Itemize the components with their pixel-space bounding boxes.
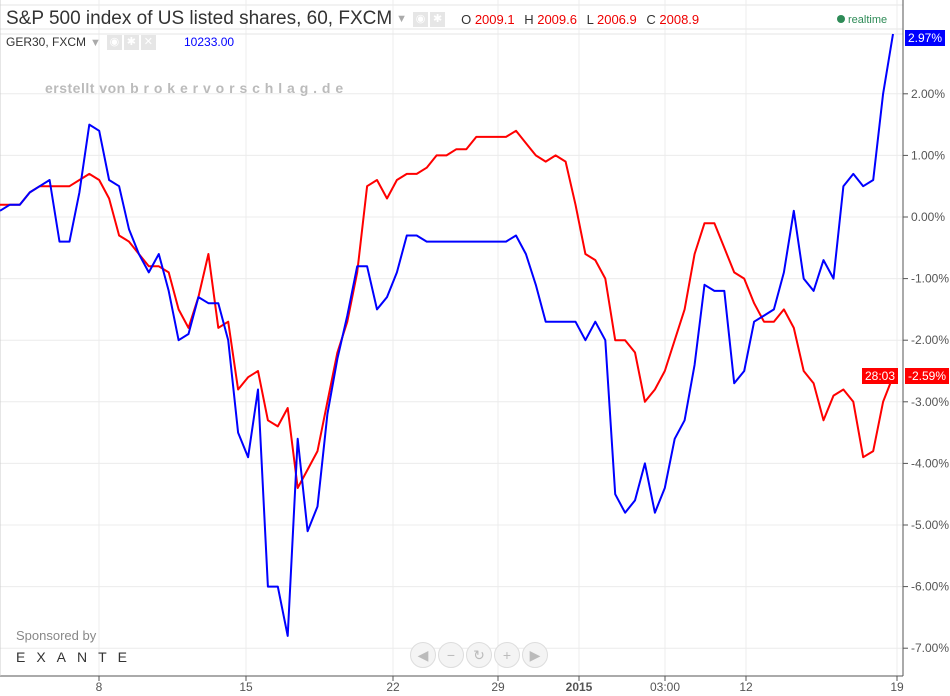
y-tick-label: 2.00% bbox=[911, 87, 945, 101]
x-tick-label: 15 bbox=[239, 680, 253, 694]
realtime-label: realtime bbox=[848, 14, 888, 26]
y-tick-label: 0.00% bbox=[911, 210, 945, 224]
reset-button[interactable]: ↻ bbox=[466, 642, 492, 668]
y-tick-label: -1.00% bbox=[911, 272, 949, 286]
compare-value: 10233.00 bbox=[184, 35, 235, 49]
x-tick-label: 19 bbox=[890, 680, 904, 694]
ohlc-key: O bbox=[461, 11, 472, 27]
sp500-price-label: -2.59% bbox=[905, 368, 950, 384]
sponsor-logo[interactable]: EXANTE bbox=[16, 649, 139, 665]
zoom-in-button[interactable]: + bbox=[494, 642, 520, 668]
y-tick-label: -2.00% bbox=[911, 333, 949, 347]
chevron-down-icon[interactable]: ▼ bbox=[90, 37, 101, 49]
scroll-right-button[interactable]: ▶ bbox=[522, 642, 548, 668]
x-tick-label: 8 bbox=[96, 680, 103, 694]
y-tick-label: -5.00% bbox=[911, 518, 949, 532]
close-icon[interactable]: ✕ bbox=[140, 35, 156, 51]
x-tick-label: 12 bbox=[739, 680, 753, 694]
main-symbol[interactable]: S&P 500 index of US listed shares, 60, F… bbox=[6, 8, 447, 30]
header-row: S&P 500 index of US listed shares, 60, F… bbox=[6, 8, 705, 30]
x-tick-label: 29 bbox=[491, 680, 505, 694]
bar-countdown-label: 28:03 bbox=[862, 368, 899, 384]
sponsor-label: Sponsored by bbox=[16, 628, 97, 643]
sp500-line bbox=[0, 129, 894, 489]
status-dot-icon bbox=[837, 15, 845, 23]
x-tick-label: 03:00 bbox=[650, 680, 680, 694]
ger30-price-label: 2.97% bbox=[905, 30, 946, 46]
y-tick-label: -7.00% bbox=[911, 641, 949, 655]
realtime-indicator: realtime bbox=[837, 14, 887, 26]
ohlc-value: 2009.1 bbox=[474, 11, 515, 27]
watermark: erstellt von b r o k e r v o r s c h l a… bbox=[45, 80, 344, 96]
ohlc-readout: O 2009.1 H 2009.6 L 2006.9 C 2008.9 bbox=[461, 12, 705, 27]
x-tick-label: 2015 bbox=[566, 680, 593, 694]
scroll-left-button[interactable]: ◀ bbox=[410, 642, 436, 668]
gear-icon[interactable]: ✱ bbox=[430, 11, 446, 27]
y-tick-label: -6.00% bbox=[911, 580, 949, 594]
ohlc-key: L bbox=[586, 11, 594, 27]
eye-icon[interactable]: ◉ bbox=[413, 11, 429, 27]
ger30-line bbox=[0, 33, 894, 637]
zoom-out-button[interactable]: − bbox=[438, 642, 464, 668]
y-tick-label: 1.00% bbox=[911, 148, 945, 162]
ohlc-value: 2008.9 bbox=[659, 11, 700, 27]
chart-navigation: ◀ − ↻ + ▶ bbox=[410, 642, 548, 668]
ohlc-value: 2009.6 bbox=[537, 11, 577, 27]
y-tick-label: -4.00% bbox=[911, 456, 949, 470]
eye-icon[interactable]: ◉ bbox=[106, 35, 122, 51]
x-tick-label: 22 bbox=[386, 680, 400, 694]
chevron-down-icon[interactable]: ▼ bbox=[396, 13, 408, 25]
compare-symbol-title: GER30, FXCM bbox=[6, 35, 87, 49]
y-tick-label: -3.00% bbox=[911, 395, 949, 409]
ohlc-key: C bbox=[646, 11, 656, 27]
gear-icon[interactable]: ✱ bbox=[123, 35, 139, 51]
main-symbol-title: S&P 500 index of US listed shares, 60, F… bbox=[6, 8, 393, 29]
ohlc-value: 2006.9 bbox=[596, 11, 637, 27]
compare-symbol[interactable]: GER30, FXCM ▼ ◉ ✱ ✕ bbox=[6, 35, 158, 51]
ohlc-key: H bbox=[524, 11, 534, 27]
